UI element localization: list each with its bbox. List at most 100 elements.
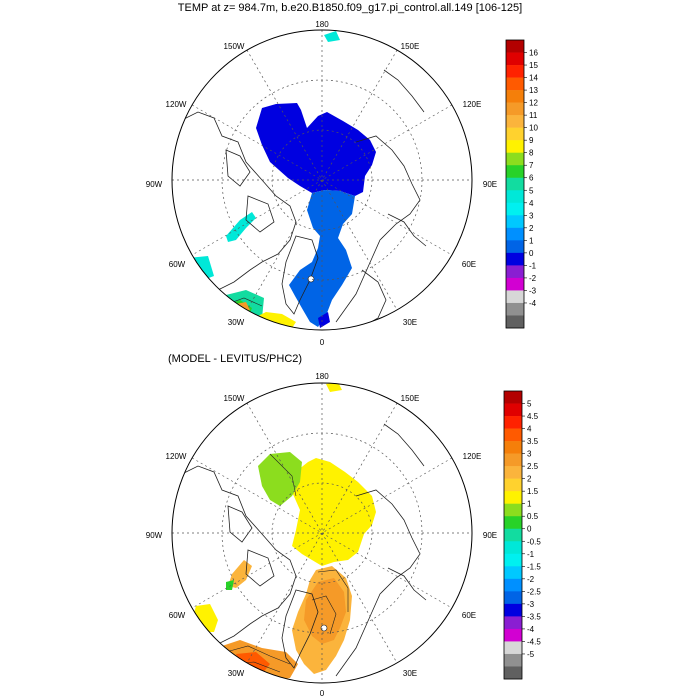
top-colorbar-swatch-17 bbox=[506, 252, 524, 266]
bottom-colorbar-label-9: 0.5 bbox=[527, 512, 539, 521]
bottom-colorbar-swatch-16 bbox=[504, 591, 522, 605]
top-colorbar-label-0: 16 bbox=[529, 49, 538, 58]
bottom-lon-150w: 150W bbox=[224, 394, 245, 403]
top-colorbar-label-14: 2 bbox=[529, 224, 534, 233]
top-panel: TEMP at z= 984.7m, b.e20.B1850.f09_g17.p… bbox=[146, 2, 539, 347]
top-colorbar-swatch-16 bbox=[506, 240, 524, 254]
bottom-colorbar-label-14: -2 bbox=[527, 575, 535, 584]
top-lon-90w: 90W bbox=[146, 180, 163, 189]
bottom-colorbar-swatch-2 bbox=[504, 416, 522, 429]
bottom-colorbar-swatch-11 bbox=[504, 528, 522, 542]
bottom-graticule bbox=[172, 383, 472, 683]
top-colorbar-label-17: -1 bbox=[529, 261, 537, 270]
bottom-lon-30e: 30E bbox=[403, 669, 417, 678]
top-colorbar-label-4: 12 bbox=[529, 99, 538, 108]
bottom-field-2.5to3 bbox=[304, 578, 346, 644]
bottom-colorbar-label-7: 1.5 bbox=[527, 487, 539, 496]
top-lon-150e: 150E bbox=[401, 42, 420, 51]
bottom-colorbar-swatch-22 bbox=[504, 666, 522, 680]
top-colorbar-swatch-13 bbox=[506, 202, 524, 216]
bottom-colorbar-label-18: -4 bbox=[527, 625, 535, 634]
top-field-5to6-baffin bbox=[226, 212, 256, 242]
bottom-colorbar-swatch-5 bbox=[504, 453, 522, 467]
bottom-colorbar-swatch-6 bbox=[504, 466, 522, 479]
bottom-colorbar-label-6: 2 bbox=[527, 475, 532, 484]
top-colorbar-label-3: 13 bbox=[529, 86, 538, 95]
bottom-colorbar-swatch-9 bbox=[504, 503, 522, 517]
top-map-border bbox=[171, 29, 473, 331]
top-colorbar-label-18: -2 bbox=[529, 274, 537, 283]
bottom-lon-120w: 120W bbox=[166, 452, 187, 461]
bottom-colorbar-swatch-10 bbox=[504, 516, 522, 530]
top-colorbar-swatch-18 bbox=[506, 265, 524, 279]
top-colorbar-swatch-12 bbox=[506, 190, 524, 204]
bottom-colorbar-label-17: -3.5 bbox=[527, 612, 541, 621]
top-colorbar-swatch-7 bbox=[506, 127, 524, 141]
bottom-lon-60w: 60W bbox=[169, 611, 186, 620]
bottom-colorbar-label-15: -2.5 bbox=[527, 587, 541, 596]
bottom-map-border bbox=[171, 382, 473, 684]
bottom-colorbar-swatch-0 bbox=[504, 391, 522, 404]
bottom-colorbar-label-20: -5 bbox=[527, 650, 535, 659]
bottom-colorbar-swatch-13 bbox=[504, 553, 522, 567]
top-lon-120w: 120W bbox=[166, 100, 187, 109]
bottom-lon-120e: 120E bbox=[463, 452, 482, 461]
top-coast-greenland bbox=[281, 235, 319, 315]
top-lon-60e: 60E bbox=[462, 260, 476, 269]
bottom-coast-greenland bbox=[281, 589, 319, 669]
top-colorbar-label-1: 15 bbox=[529, 61, 538, 70]
top-colorbar-swatch-22 bbox=[506, 315, 524, 329]
bottom-colorbar-label-13: -1.5 bbox=[527, 562, 541, 571]
bottom-colorbar-swatch-8 bbox=[504, 491, 522, 504]
bottom-colorbar-label-11: -0.5 bbox=[527, 537, 541, 546]
top-colorbar-label-9: 7 bbox=[529, 161, 534, 170]
top-field-1to2 bbox=[289, 190, 355, 327]
bottom-colorbar-label-8: 1 bbox=[527, 500, 532, 509]
bottom-colorbar-swatch-3 bbox=[504, 428, 522, 442]
top-colorbar-swatch-5 bbox=[506, 102, 524, 116]
top-field-deep-tip bbox=[318, 312, 330, 328]
bottom-colorbar-swatch-7 bbox=[504, 478, 522, 492]
top-lon-labels: 180 150E 120E 90E 60E 30E 0 30W 60W 90W … bbox=[146, 20, 497, 347]
bottom-panel: (MODEL - LEVITUS/PHC2) bbox=[146, 353, 542, 698]
top-colorbar-label-11: 5 bbox=[529, 186, 534, 195]
top-lon-180: 180 bbox=[315, 20, 329, 29]
top-lon-150w: 150W bbox=[224, 42, 245, 51]
bottom-lon-90w: 90W bbox=[146, 531, 163, 540]
bottom-field-0.5to1 bbox=[258, 452, 302, 506]
top-colorbar-label-12: 4 bbox=[529, 199, 534, 208]
bottom-lon-30w: 30W bbox=[228, 669, 245, 678]
bottom-lon-labels: 180 150E 120E 90E 60E 30E 0 30W 60W 90W … bbox=[146, 372, 497, 698]
bottom-colorbar-swatch-14 bbox=[504, 566, 522, 580]
top-colorbar-label-15: 1 bbox=[529, 236, 534, 245]
bottom-colorbar-swatch-20 bbox=[504, 641, 522, 655]
bottom-lon-180: 180 bbox=[315, 372, 329, 381]
top-colorbar-label-16: 0 bbox=[529, 249, 534, 258]
bottom-colorbar-swatch-18 bbox=[504, 616, 522, 630]
top-lon-90e: 90E bbox=[483, 180, 497, 189]
top-lon-120e: 120E bbox=[463, 100, 482, 109]
top-title: TEMP at z= 984.7m, b.e20.B1850.f09_g17.p… bbox=[178, 2, 522, 14]
bottom-colorbar-label-2: 4 bbox=[527, 425, 532, 434]
top-colorbar-swatch-11 bbox=[506, 177, 524, 191]
top-field-0to1 bbox=[256, 103, 376, 196]
top-colorbar-swatch-8 bbox=[506, 140, 524, 153]
bottom-field-labrador-orange bbox=[228, 560, 252, 588]
top-colorbar-swatch-2 bbox=[506, 65, 524, 78]
bottom-colorbar-label-5: 2.5 bbox=[527, 462, 539, 471]
bottom-colorbar-swatch-17 bbox=[504, 603, 522, 617]
top-field-5to6-pacific bbox=[324, 31, 340, 42]
top-colorbar-swatch-1 bbox=[506, 52, 524, 66]
top-colorbar-label-7: 9 bbox=[529, 136, 534, 145]
top-colorbar-label-5: 11 bbox=[529, 111, 538, 120]
bottom-colorbar-frame bbox=[503, 390, 523, 680]
bottom-field-pacific-yellow bbox=[326, 383, 342, 392]
bottom-island bbox=[320, 624, 328, 632]
top-colorbar-swatch-15 bbox=[506, 227, 524, 241]
bottom-colorbar-label-4: 3 bbox=[527, 450, 532, 459]
bottom-contour-lines bbox=[225, 453, 349, 673]
bottom-colorbar-label-0: 5 bbox=[527, 400, 532, 409]
bottom-lon-60e: 60E bbox=[462, 611, 476, 620]
bottom-colorbar-swatch-1 bbox=[504, 403, 522, 417]
